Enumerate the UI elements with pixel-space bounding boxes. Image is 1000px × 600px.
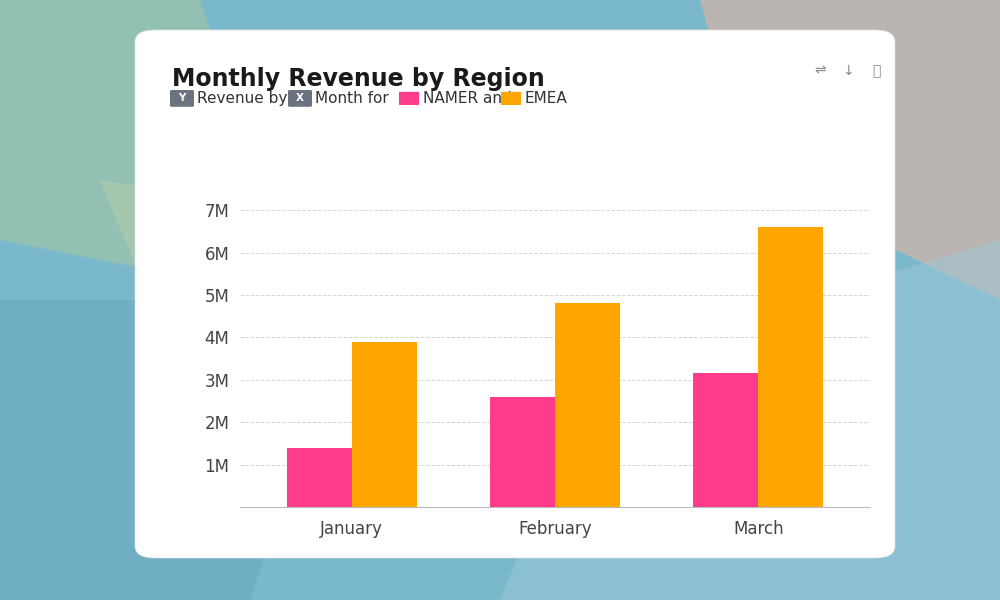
Text: EMEA: EMEA <box>525 91 568 106</box>
FancyBboxPatch shape <box>399 92 419 105</box>
Bar <box>758 227 823 507</box>
Text: X: X <box>296 94 304 103</box>
Polygon shape <box>100 180 600 480</box>
FancyBboxPatch shape <box>135 30 895 558</box>
Polygon shape <box>0 0 300 300</box>
FancyBboxPatch shape <box>501 92 521 105</box>
Text: Revenue by: Revenue by <box>197 91 287 106</box>
Polygon shape <box>500 240 1000 600</box>
Bar <box>693 373 758 507</box>
FancyBboxPatch shape <box>288 90 312 107</box>
Text: ⇌: ⇌ <box>814 64 826 78</box>
Polygon shape <box>700 0 1000 300</box>
Polygon shape <box>0 300 350 600</box>
Text: Month for: Month for <box>315 91 389 106</box>
FancyBboxPatch shape <box>170 90 194 107</box>
Text: NAMER and: NAMER and <box>423 91 512 106</box>
Bar <box>490 397 555 507</box>
Text: ↓: ↓ <box>842 64 854 78</box>
Text: Monthly Revenue by Region: Monthly Revenue by Region <box>172 67 545 91</box>
Bar <box>555 304 620 507</box>
Bar <box>352 341 417 507</box>
Text: Y: Y <box>178 94 186 103</box>
Bar <box>287 448 352 507</box>
Text: ⤢: ⤢ <box>872 64 880 78</box>
